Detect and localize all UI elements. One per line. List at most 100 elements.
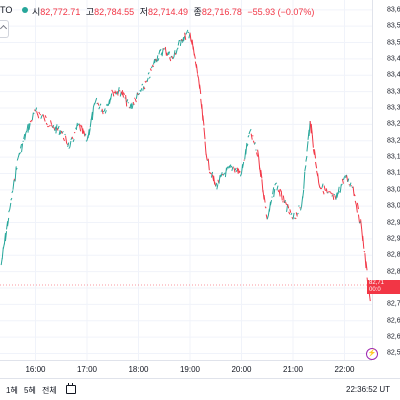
price-segment: [3, 233, 6, 245]
price-segment: [228, 165, 231, 169]
price-segment: [164, 46, 167, 56]
lightning-icon[interactable]: ⚡: [366, 348, 378, 360]
price-segment: [152, 64, 154, 68]
range-1m-button[interactable]: 1혜: [6, 386, 18, 395]
price-tick: 83,350: [387, 88, 400, 96]
price-segment: [6, 221, 9, 230]
price-segment: [38, 111, 41, 115]
price-segment: [112, 91, 115, 97]
price-segment: [70, 137, 73, 140]
price-segment: [100, 110, 103, 112]
time-axis[interactable]: 16:00 17:00 18:00 19:00 20:00 21:00 22:00: [0, 360, 372, 379]
calendar-icon[interactable]: [66, 383, 76, 394]
price-segment: [116, 90, 119, 96]
price-segment: [263, 195, 266, 203]
price-segment: [207, 158, 210, 171]
price-segment: [258, 157, 261, 170]
price-segment: [179, 39, 182, 47]
price-segment: [304, 165, 307, 172]
price-segment: [71, 136, 74, 140]
price-segment: [238, 170, 241, 173]
price-segment: [296, 212, 299, 215]
price-segment: [47, 125, 49, 128]
price-segment: [303, 171, 306, 189]
price-segment: [118, 89, 121, 92]
price-segment: [52, 124, 55, 128]
price-segment: [103, 108, 106, 112]
price-segment: [62, 137, 65, 142]
price-segment: [166, 51, 170, 56]
price-segment: [315, 161, 318, 169]
price-segment: [290, 212, 293, 216]
price-segment: [340, 183, 343, 186]
price-tick: 82,600: [387, 333, 400, 341]
price-segment: [36, 111, 39, 115]
price-segment: [324, 189, 327, 192]
low-label: 저: [139, 7, 148, 17]
price-segment: [76, 124, 79, 127]
price-segment: [268, 201, 271, 212]
range-all-button[interactable]: 전체: [42, 386, 57, 395]
price-tick: 83,400: [387, 71, 400, 79]
price-segment: [202, 115, 205, 126]
price-segment: [132, 101, 135, 105]
price-segment: [266, 215, 269, 220]
expand-legend-button[interactable]: [0, 20, 9, 38]
price-axis[interactable]: 83,600 83,550 83,500 83,450 83,400 83,350 83,3…: [372, 0, 400, 360]
price-segment: [331, 195, 333, 197]
price-segment: [104, 110, 107, 114]
price-segment: [199, 84, 202, 95]
price-segment: [346, 175, 349, 182]
price-segment: [300, 206, 303, 211]
price-segment: [273, 188, 276, 198]
high-label: 고: [85, 7, 95, 17]
range-5m-button[interactable]: 5혜: [24, 386, 36, 395]
price-segment: [278, 189, 281, 197]
price-segment: [250, 133, 253, 140]
price-tick: 82,900: [387, 235, 400, 243]
price-segment: [95, 97, 98, 102]
price-tick: 83,500: [387, 39, 400, 47]
price-segment: [330, 191, 333, 195]
price-segment: [237, 168, 240, 174]
price-segment: [323, 185, 326, 191]
price-segment: [45, 122, 48, 126]
price-segment: [72, 139, 75, 143]
price-segment: [126, 99, 129, 103]
price-segment: [19, 143, 23, 149]
price-segment: [107, 99, 111, 106]
price-segment: [357, 214, 361, 224]
price-segment: [146, 77, 149, 82]
price-segment: [138, 92, 141, 96]
price-segment: [172, 56, 175, 60]
clock-readout: 22:36:52 UT: [346, 385, 391, 394]
price-segment: [311, 134, 314, 148]
time-tick: 16:00: [25, 365, 46, 374]
price-segment: [181, 37, 185, 43]
price-segment: [121, 90, 124, 98]
price-segment: [184, 32, 187, 40]
price-segment: [360, 219, 363, 230]
price-chart[interactable]: [0, 0, 372, 360]
price-segment: [54, 126, 57, 131]
price-segment: [219, 174, 222, 178]
price-segment: [321, 183, 324, 189]
price-segment: [253, 142, 256, 145]
price-tick: 83,550: [387, 22, 400, 30]
price-segment: [66, 142, 69, 146]
price-segment: [161, 48, 164, 57]
price-segment: [102, 110, 105, 113]
last-price-badge: 82,71 00:0: [367, 280, 400, 294]
price-segment: [262, 190, 265, 200]
price-segment: [185, 32, 188, 35]
price-segment: [235, 169, 238, 173]
price-segment: [256, 152, 259, 157]
price-series: [0, 29, 372, 302]
price-segment: [168, 51, 171, 56]
price-tick: 83,000: [387, 202, 400, 210]
price-segment: [125, 94, 128, 107]
price-segment: [57, 125, 60, 130]
price-segment: [43, 117, 46, 122]
price-segment: [274, 183, 277, 186]
price-segment: [89, 118, 92, 128]
